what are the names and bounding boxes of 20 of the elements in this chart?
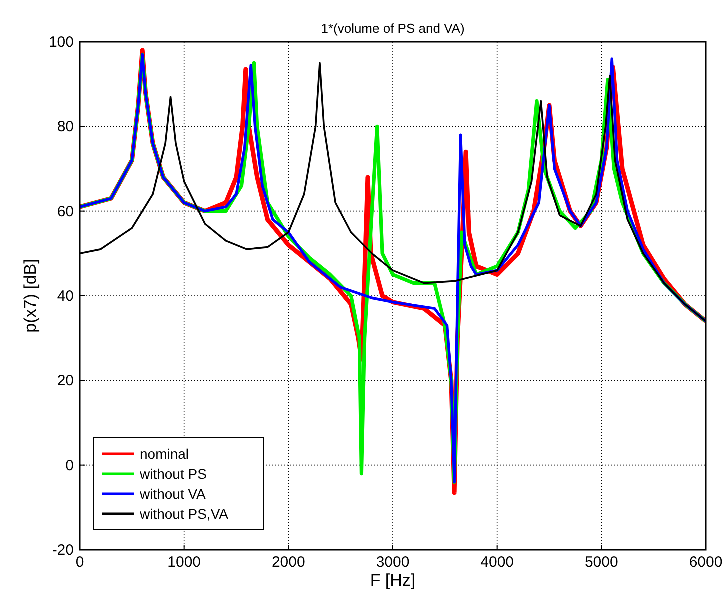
y-tick-label: 40 (57, 288, 74, 305)
legend-label: without PS (139, 466, 207, 482)
x-tick-label: 5000 (584, 554, 618, 571)
y-axis-title: p(x7) [dB] (21, 259, 40, 333)
x-tick-label: 1000 (168, 554, 202, 571)
legend-label: nominal (140, 446, 190, 462)
x-tick-label: 3000 (376, 554, 410, 571)
legend-label: without VA (139, 486, 207, 502)
y-tick-label: 60 (57, 203, 74, 220)
y-tick-label: 0 (66, 457, 74, 474)
y-tick-label: 80 (57, 118, 74, 136)
y-tick-label: 20 (57, 372, 74, 390)
x-tick-label: 2000 (272, 554, 306, 571)
x-tick-label: 0 (76, 554, 84, 571)
chart-title: 1*(volume of PS and VA) (321, 21, 465, 36)
y-tick-label: -20 (52, 542, 74, 559)
legend-label: without PS,VA (139, 506, 230, 522)
x-tick-label: 6000 (689, 554, 723, 571)
y-tick-label: 100 (48, 34, 74, 51)
x-tick-label: 4000 (480, 554, 514, 571)
